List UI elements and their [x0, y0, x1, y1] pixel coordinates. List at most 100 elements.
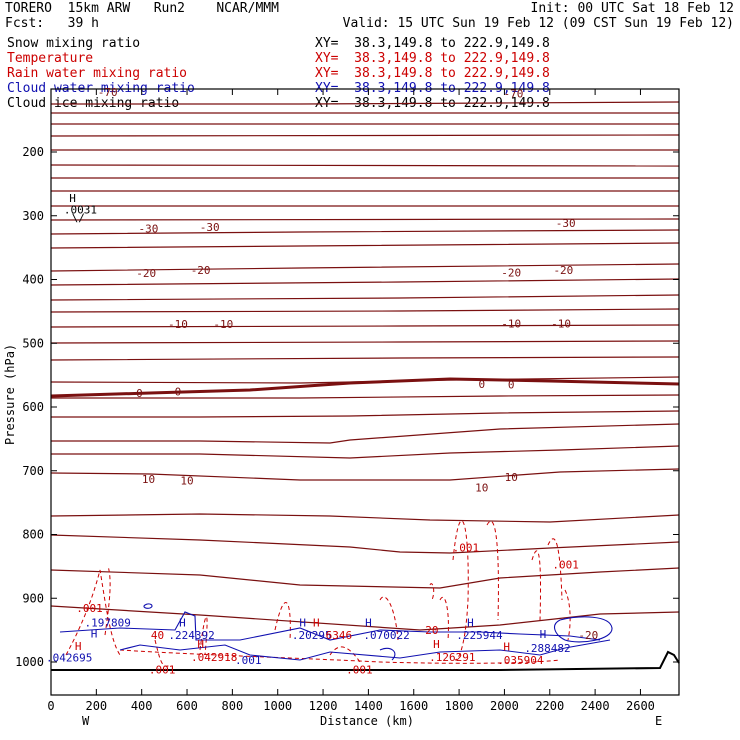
x-tick-label-2200: 2200: [535, 699, 564, 713]
cloud-water-contour-4: [379, 647, 396, 661]
isotherm-22: [51, 423, 680, 444]
rain-contour-14: [119, 649, 561, 664]
freezing-level-isotherm: [50, 377, 680, 398]
contour-label-20: 10: [505, 471, 518, 484]
y-tick-label-900: 900: [22, 591, 44, 605]
rain-water-contours: [65, 520, 571, 667]
extremum-label-16: H: [313, 616, 320, 629]
x-tick-label-200: 200: [85, 699, 107, 713]
y-tick-label-700: 700: [22, 464, 44, 478]
rain-contour-13: [564, 589, 571, 641]
temperature-contours: [50, 101, 680, 631]
terrain-surface: [51, 650, 680, 671]
extremum-label-17: .20295: [292, 629, 332, 642]
contour-label-3: -30: [200, 221, 220, 234]
extremum-label-4: H: [91, 627, 98, 640]
extremum-label-25: .126291: [429, 651, 475, 664]
contour-label-17: 10: [142, 473, 155, 486]
contour-label-19: 10: [475, 481, 488, 494]
isotherm-23: [51, 445, 680, 459]
contour-label-10: -10: [213, 318, 233, 331]
x-tick-label-600: 600: [176, 699, 198, 713]
rain-contour-10: [531, 550, 542, 621]
x-tick-label-400: 400: [131, 699, 153, 713]
cloud-water-contour-0: [59, 611, 601, 641]
isotherm-14: [50, 294, 680, 301]
extremum-label-21: 20: [425, 624, 438, 637]
y-tick-label-300: 300: [22, 209, 44, 223]
rain-contour-7: [439, 597, 449, 641]
extremum-label-22: H: [433, 638, 440, 651]
contour-labels: -70 -70 -30 -30 -30 -20 -20 -20 -20 -10 -10 -10 -10 0…: [46, 86, 598, 677]
model-run-title: TORERO 15km ARW Run2 NCAR/MMM: [5, 1, 279, 16]
contour-label-2: -30: [139, 223, 159, 236]
isotherm-25: [50, 513, 680, 523]
extremum-label-28: H: [503, 641, 510, 654]
x-tick-label-0: 0: [47, 699, 54, 713]
contour-label-5: -20: [136, 267, 156, 280]
field-name-rain: Rain water mixing ratio: [7, 66, 188, 81]
extremum-label-1: .0031: [64, 203, 97, 216]
x-tick-label-1200: 1200: [309, 699, 338, 713]
isotherm-lower-3: [50, 605, 680, 631]
contour-label-22: .001: [552, 558, 579, 571]
contour-label-4: -30: [556, 217, 576, 230]
x-axis-label: Distance (km): [320, 714, 414, 728]
extremum-label-19: H: [365, 616, 372, 629]
west-end-label: W: [82, 714, 90, 728]
isotherm-13: [50, 278, 680, 286]
extremum-label-30: .001: [346, 664, 373, 677]
extremum-label-15: H: [299, 616, 306, 629]
x-tick-label-2400: 2400: [581, 699, 610, 713]
contour-label-8: -20: [553, 264, 573, 277]
isotherm-18: [50, 356, 680, 361]
contour-label-15: 0: [478, 378, 485, 391]
isotherm-12: [50, 263, 680, 272]
y-tick-label-200: 200: [22, 145, 44, 159]
field-xy-temperature: XY= 38.3,149.8 to 222.9,149.8: [315, 51, 550, 66]
contour-label-18: 10: [180, 474, 193, 487]
isotherm-3: [50, 134, 680, 137]
forecast-hour: Fcst: 39 h: [5, 16, 99, 31]
extremum-label-6: H: [75, 640, 82, 653]
extremum-label-9: H: [179, 616, 186, 629]
rain-contour-9: [486, 520, 499, 621]
y-tick-label-800: 800: [22, 528, 44, 542]
field-name-snow: Snow mixing ratio: [7, 36, 141, 51]
rain-contour-1: [104, 565, 111, 636]
extremum-label-14: .001: [149, 664, 176, 677]
contour-label-16: 0: [508, 379, 515, 392]
contour-label-6: -20: [191, 264, 211, 277]
valid-time: Valid: 15 UTC Sun 19 Feb 12 (09 CST Sun …: [342, 16, 734, 31]
x-tick-label-800: 800: [222, 699, 244, 713]
plot-frame: [50, 88, 680, 696]
isotherm-11: [50, 242, 680, 249]
extremum-label-29: .035904: [497, 654, 544, 667]
cloud-water-contour-3: [143, 603, 153, 609]
field-xy-snow: XY= 38.3,149.8 to 222.9,149.8: [315, 36, 550, 51]
extremum-label-27: .288482: [524, 642, 570, 655]
rain-contour-2: [154, 639, 171, 667]
extremum-label-26: H: [540, 628, 547, 641]
isotherm-10: [50, 229, 680, 235]
extremum-label-24: H: [467, 616, 474, 629]
rain-contour-4: [274, 602, 291, 641]
rain-contour-12: [429, 583, 435, 601]
isotherm-lower-2: [50, 567, 680, 589]
extremum-label-2: \/: [72, 212, 85, 225]
x-tick-label-2600: 2600: [626, 699, 655, 713]
init-time: Init: 00 UTC Sat 18 Feb 12: [530, 1, 735, 16]
isotherm-17: [50, 340, 680, 344]
isotherm-20: [51, 394, 680, 399]
field-xy-rain: XY= 38.3,149.8 to 222.9,149.8: [315, 66, 550, 81]
extremum-label-5: .197809: [84, 616, 130, 629]
isotherm-24: [50, 468, 680, 481]
isotherm-21: [51, 410, 680, 418]
extremum-label-20: .070022: [363, 629, 409, 642]
y-tick-label-1000: 1000: [15, 655, 44, 669]
contour-label-11: -10: [501, 317, 521, 330]
field-name-temperature: Temperature: [7, 51, 94, 66]
extremum-label-8: 40: [151, 629, 164, 642]
